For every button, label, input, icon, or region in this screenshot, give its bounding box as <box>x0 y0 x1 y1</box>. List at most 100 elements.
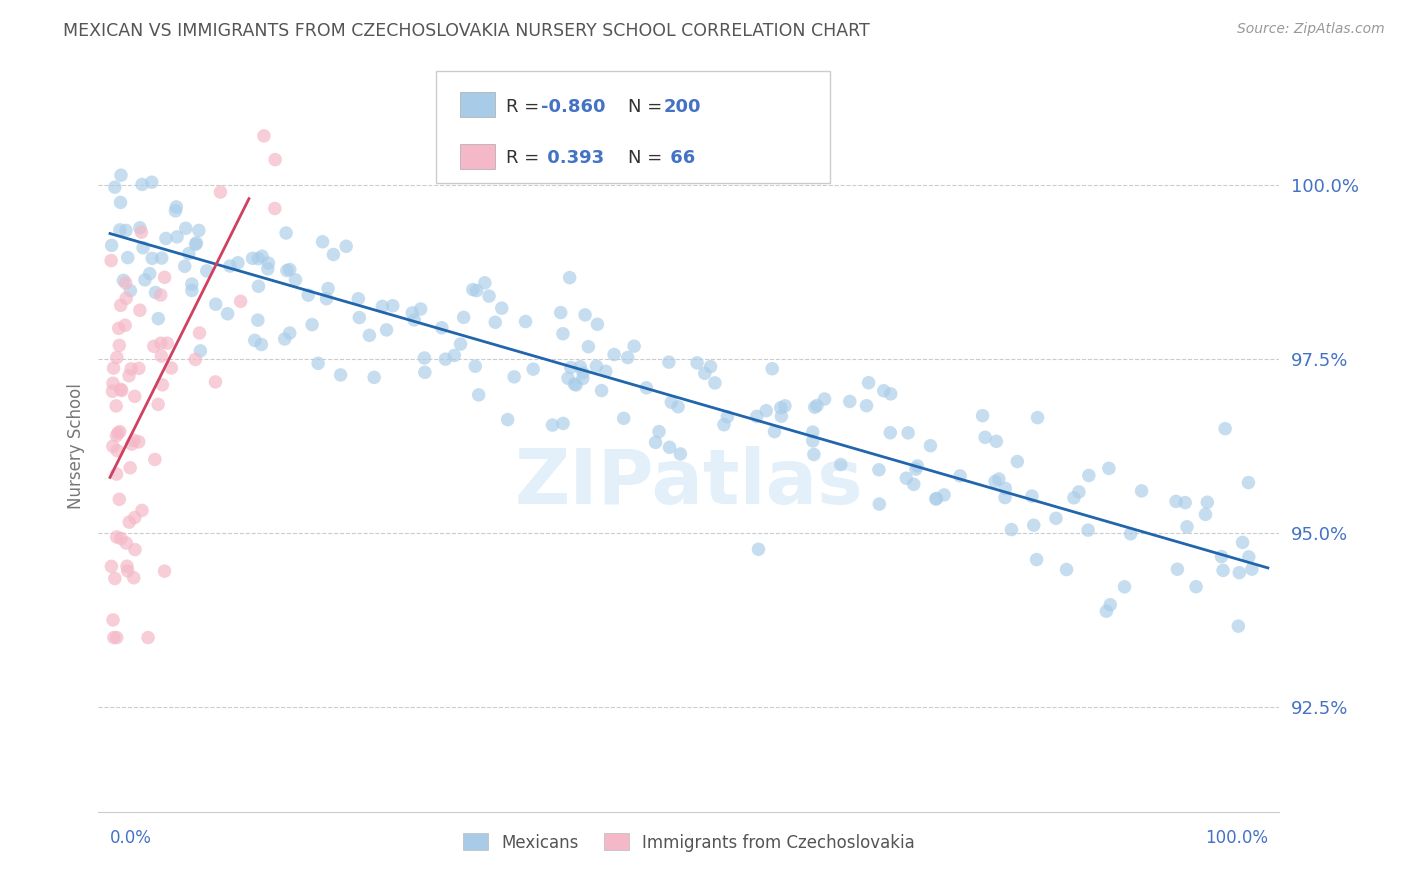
Point <box>142 339 165 353</box>
Point <box>115 559 138 574</box>
Point <box>636 381 658 395</box>
Point <box>105 631 128 645</box>
Point <box>595 364 617 378</box>
Text: R =: R = <box>506 149 546 167</box>
Point <box>115 536 138 550</box>
Point <box>141 175 163 189</box>
Point <box>703 376 725 390</box>
Point <box>155 231 177 245</box>
Point <box>246 313 269 327</box>
Point <box>1021 489 1043 503</box>
Point <box>464 359 486 374</box>
Point <box>467 388 489 402</box>
Point <box>713 417 735 432</box>
Point <box>128 220 150 235</box>
Point <box>174 221 197 235</box>
Point <box>699 359 721 374</box>
Point <box>879 425 901 440</box>
Point <box>173 259 195 273</box>
Point <box>564 377 586 392</box>
Point <box>136 631 159 645</box>
Text: N =: N = <box>628 97 668 116</box>
Point <box>658 440 681 454</box>
Point <box>219 259 242 273</box>
Point <box>560 360 582 375</box>
Point <box>1197 495 1219 509</box>
Point <box>122 434 145 448</box>
Point <box>586 318 609 332</box>
Point <box>803 447 825 461</box>
Text: 0.0%: 0.0% <box>110 830 152 847</box>
Point <box>117 564 139 578</box>
Point <box>278 262 301 277</box>
Point <box>141 252 163 266</box>
Point <box>569 359 592 374</box>
Point <box>186 235 208 250</box>
Point <box>243 334 266 348</box>
Point <box>1114 580 1136 594</box>
Point <box>1174 495 1197 509</box>
Point <box>430 320 453 334</box>
Point <box>461 283 484 297</box>
Point <box>907 458 929 473</box>
Point <box>180 277 202 291</box>
Point <box>484 315 506 329</box>
Point <box>572 366 595 380</box>
Point <box>307 356 329 370</box>
Point <box>868 463 890 477</box>
Point <box>138 267 160 281</box>
Point <box>830 458 852 472</box>
Point <box>131 178 153 192</box>
Point <box>101 376 124 391</box>
Point <box>274 226 297 240</box>
Point <box>276 263 298 277</box>
Point <box>558 270 581 285</box>
Point <box>669 447 692 461</box>
Point <box>253 128 276 143</box>
Point <box>110 382 132 396</box>
Point <box>896 471 918 485</box>
Point <box>117 251 139 265</box>
Point <box>349 310 371 325</box>
Point <box>335 239 357 253</box>
Point <box>153 270 176 285</box>
Point <box>465 284 488 298</box>
Point <box>550 305 572 319</box>
Point <box>413 351 436 365</box>
Point <box>873 384 896 398</box>
Point <box>263 202 285 216</box>
Point <box>478 289 501 303</box>
Point <box>124 510 146 524</box>
Point <box>256 261 278 276</box>
Point <box>1026 410 1049 425</box>
Point <box>204 375 226 389</box>
Point <box>122 571 145 585</box>
Point <box>904 462 927 476</box>
Point <box>105 351 128 365</box>
Y-axis label: Nursery School: Nursery School <box>66 383 84 509</box>
Point <box>1212 563 1234 577</box>
Point <box>773 399 796 413</box>
Point <box>120 460 142 475</box>
Point <box>903 477 925 491</box>
Point <box>1007 454 1029 468</box>
Point <box>124 542 146 557</box>
Point <box>666 400 689 414</box>
Point <box>284 273 307 287</box>
Point <box>987 472 1010 486</box>
Point <box>925 491 948 506</box>
Point <box>1056 562 1078 576</box>
Point <box>515 314 537 328</box>
Point <box>1022 518 1045 533</box>
Point <box>247 252 270 266</box>
Point <box>329 368 352 382</box>
Point <box>247 279 270 293</box>
Point <box>184 352 207 367</box>
Point <box>1077 523 1099 537</box>
Point <box>1119 526 1142 541</box>
Point <box>1098 461 1121 475</box>
Point <box>105 429 128 443</box>
Point <box>986 434 1008 449</box>
Point <box>131 225 153 239</box>
Point <box>264 153 287 167</box>
